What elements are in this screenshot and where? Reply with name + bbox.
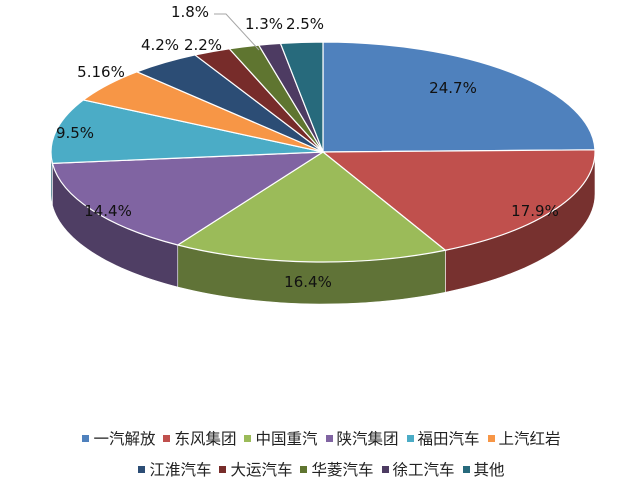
legend-swatch	[138, 465, 146, 473]
legend-swatch	[219, 465, 227, 473]
legend-label: 徐工汽车	[392, 461, 455, 479]
data-label: 17.9%	[511, 202, 559, 220]
legend-item: 陕汽集团	[325, 427, 399, 449]
pie-slice-2	[176, 151, 447, 263]
legend-item: 其他	[462, 458, 505, 480]
legend-label: 一汽解放	[93, 430, 156, 448]
legend-item: 东风集团	[163, 427, 236, 449]
legend-label: 其他	[473, 461, 505, 479]
legend-item: 上汽红岩	[487, 427, 561, 449]
legend-item: 中国重汽	[244, 427, 318, 449]
legend-swatch	[462, 465, 470, 473]
legend-label: 华菱汽车	[311, 461, 374, 479]
legend-label: 福田汽车	[417, 430, 480, 448]
pie-slice-4	[50, 99, 324, 164]
legend-swatch	[487, 434, 495, 442]
legend-swatch	[82, 434, 90, 442]
data-label: 2.2%	[184, 36, 222, 54]
pie-slice-3	[51, 151, 326, 246]
legend-item: 江淮汽车	[138, 458, 211, 480]
legend-item: 一汽解放	[82, 427, 155, 449]
legend-label: 上汽红岩	[498, 430, 561, 448]
legend-label: 江淮汽车	[149, 461, 212, 479]
data-label: 2.5%	[286, 15, 324, 33]
legend-swatch	[381, 465, 389, 473]
data-label: 1.8%	[171, 3, 209, 21]
legend-label: 东风集团	[174, 430, 237, 448]
legend-item: 大运汽车	[219, 458, 292, 480]
legend-item: 福田汽车	[406, 427, 480, 449]
legend-label: 大运汽车	[230, 461, 293, 479]
legend-swatch	[300, 465, 308, 473]
data-label: 14.4%	[84, 202, 132, 220]
pie-slice-1	[321, 149, 596, 251]
leader-line	[214, 13, 260, 51]
legend-label: 中国重汽	[255, 430, 318, 448]
legend-label: 陕汽集团	[336, 430, 399, 448]
data-label: 5.16%	[77, 63, 125, 81]
data-label: 16.4%	[284, 273, 332, 291]
legend-item: 华菱汽车	[300, 458, 374, 480]
pie-3d: 24.7% 17.9% 16.4% 14.4% 9.5% 5.16% 4.2% 2.2% 1.8…	[50, 3, 596, 305]
pie-slice-10	[279, 41, 324, 153]
legend-swatch	[244, 434, 252, 442]
pie-slice-0	[322, 41, 596, 153]
legend-item: 徐工汽车	[381, 458, 455, 480]
legend-swatch	[325, 434, 333, 442]
data-label: 4.2%	[141, 36, 179, 54]
legend-swatch	[406, 434, 414, 442]
data-label: 9.5%	[56, 124, 94, 142]
legend-swatch	[163, 434, 171, 442]
data-label: 24.7%	[429, 79, 477, 97]
data-label: 1.3%	[245, 15, 283, 33]
legend-row-2: 江淮汽车 大运汽车 华菱汽车 徐工汽车 其他	[0, 458, 643, 480]
legend-row-1: 一汽解放 东风集团 中国重汽 陕汽集团 福田汽车 上汽红岩	[0, 427, 643, 449]
